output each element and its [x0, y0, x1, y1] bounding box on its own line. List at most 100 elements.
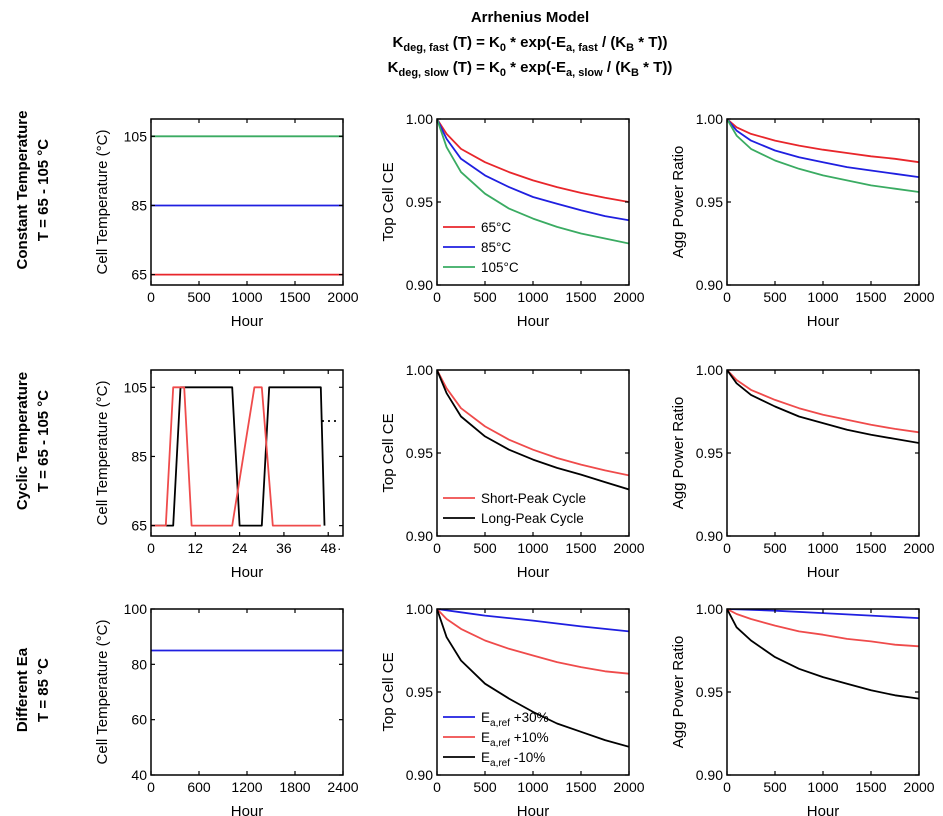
y-tick-label: 100	[124, 601, 148, 617]
y-axis-label: Agg Power Ratio	[670, 146, 687, 259]
series-line-2	[437, 119, 629, 245]
y-axis-label: Top Cell CE	[380, 652, 397, 731]
series-line-2	[437, 609, 629, 748]
x-tick-label: 48	[320, 540, 336, 556]
y-tick-label: 85	[131, 197, 147, 213]
legend: Ea,ref +30%Ea,ref +10%Ea,ref -10%	[443, 710, 549, 769]
x-tick-label: 0	[723, 289, 731, 305]
series-line-1	[727, 370, 919, 444]
x-tick-label: 1500	[855, 540, 886, 556]
row-label-cyclic-range: T = 65 - 105 °C	[35, 390, 52, 492]
x-tick-label: 2400	[327, 779, 358, 795]
figure-title: Arrhenius Model Kdeg, fast (T) = K0 * ex…	[388, 9, 673, 79]
series-line-0	[727, 609, 919, 619]
series-line-1	[437, 370, 629, 491]
x-tick-label: 500	[763, 540, 787, 556]
chart-c21: 0 500 1000 1500 2000 0.90 0.95 1.00 Hour Top Cell…	[380, 601, 645, 816]
series-group	[727, 119, 919, 193]
x-tick-label: 0	[147, 289, 155, 305]
x-tick-label: 1800	[279, 779, 310, 795]
title-line-3: Kdeg, slow (T) = K0 * exp(-Ea, slow / (K…	[388, 59, 673, 79]
legend-label: Ea,ref +10%	[481, 730, 549, 749]
legend: Short-Peak Cycle Long-Peak Cycle	[443, 491, 586, 526]
x-tick-label: 2000	[903, 540, 934, 556]
series-line-2	[727, 119, 919, 193]
row-label-constant: Constant Temperature	[14, 111, 31, 270]
axes-frame	[150, 608, 344, 776]
axes-frame	[726, 118, 920, 286]
title-line-1: Arrhenius Model	[471, 9, 589, 26]
series-group	[437, 370, 629, 491]
x-tick-label: 0	[147, 779, 155, 795]
y-axis-label: Top Cell CE	[380, 162, 397, 241]
x-tick-label: 600	[187, 779, 211, 795]
series-line-0	[437, 609, 629, 633]
chart-c12: 0 500 1000 1500 2000 0.90 0.95 1.00 Hour Agg Powe…	[670, 362, 935, 581]
y-tick-label: 65	[131, 518, 147, 534]
y-tick-label: 0.95	[406, 194, 433, 210]
y-tick-label: 0.90	[406, 767, 433, 783]
x-tick-label: 0	[433, 540, 441, 556]
y-tick-label: 0.95	[406, 684, 433, 700]
x-tick-label: 500	[473, 779, 497, 795]
x-tick-label: 2000	[327, 289, 358, 305]
y-tick-label: 1.00	[406, 601, 433, 617]
chart-c00: 0 500 1000 1500 2000 65 85 105 Hour Cell Temperat…	[94, 118, 359, 330]
y-axis-label: Agg Power Ratio	[670, 397, 687, 510]
legend-label: Ea,ref -10%	[481, 750, 545, 769]
chart-c11: 0 500 1000 1500 2000 0.90 0.95 1.00 Hour Top Cell…	[380, 362, 645, 581]
y-tick-label: 1.00	[406, 111, 433, 127]
y-tick-label: 0.90	[696, 767, 723, 783]
x-tick-label: 1000	[807, 779, 838, 795]
y-axis-label: Cell Temperature (°C)	[94, 620, 111, 765]
series-group	[437, 609, 629, 748]
y-tick-label: 0.90	[406, 528, 433, 544]
x-tick-label: 12	[188, 540, 204, 556]
series-line-1	[727, 609, 919, 648]
x-tick-label: 2000	[613, 779, 644, 795]
series-line-0	[437, 370, 629, 477]
series-line-1	[727, 119, 919, 178]
series-group	[727, 370, 919, 444]
x-axis-label: Hour	[807, 564, 840, 581]
row-label-constant-range: T = 65 - 105 °C	[35, 139, 52, 241]
series-group	[151, 135, 343, 276]
y-tick-label: 1.00	[696, 362, 723, 378]
series-line-1	[437, 609, 629, 675]
y-tick-label: 0.90	[696, 528, 723, 544]
legend-label: Short-Peak Cycle	[481, 491, 586, 506]
x-tick-label: 1200	[231, 779, 262, 795]
y-tick-label: 0.95	[696, 194, 723, 210]
y-axis-label: Cell Temperature (°C)	[94, 130, 111, 275]
series-group	[727, 609, 919, 700]
row-label-different-ea-temp: T = 85 °C	[35, 658, 52, 722]
y-axis-label: Cell Temperature (°C)	[94, 381, 111, 526]
ellipsis-annotation: ···	[320, 410, 338, 430]
legend-label: 85°C	[481, 240, 511, 255]
x-axis-label: Hour	[517, 803, 550, 816]
series-line-0	[151, 386, 326, 527]
x-axis-label: Hour	[807, 803, 840, 816]
y-tick-label: 105	[124, 128, 148, 144]
x-tick-label: 36	[276, 540, 292, 556]
y-tick-label: 65	[131, 267, 147, 283]
axes-frame	[726, 369, 920, 537]
x-tick-label: 0	[723, 779, 731, 795]
x-tick-label: 500	[763, 289, 787, 305]
series-line-0	[437, 119, 629, 203]
x-tick-label: 500	[763, 779, 787, 795]
row-label-different-ea: Different Ea	[14, 647, 31, 732]
x-tick-label: 1500	[565, 779, 596, 795]
series-group	[151, 386, 326, 527]
series-line-2	[727, 609, 919, 700]
x-tick-label: 500	[187, 289, 211, 305]
y-tick-label: 0.95	[696, 684, 723, 700]
x-tick-label: 2000	[613, 289, 644, 305]
series-group	[437, 119, 629, 245]
series-line-1	[437, 119, 629, 222]
x-tick-label: 1000	[517, 289, 548, 305]
x-tick-label: 1000	[231, 289, 262, 305]
x-tick-label: 1500	[855, 779, 886, 795]
y-tick-label: 105	[124, 379, 148, 395]
x-axis-label: Hour	[231, 313, 264, 330]
